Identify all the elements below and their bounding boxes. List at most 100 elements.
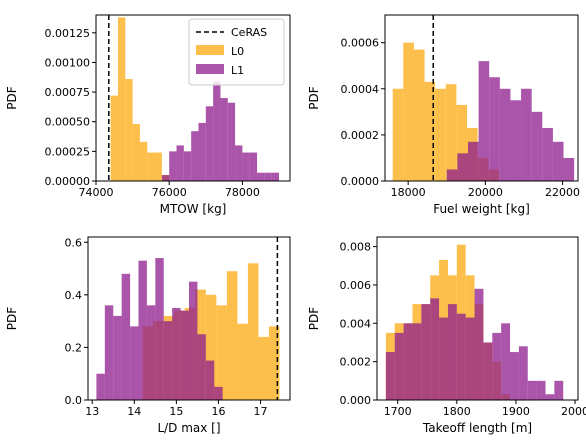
y-tick-label: 0.000 [340,394,372,407]
l1-bar [430,298,440,400]
y-tick-label: 0.0002 [341,129,380,142]
bars-group [392,42,575,181]
l1-bar [474,288,484,400]
l1-bar [554,380,564,400]
l0-bar [110,95,118,181]
legend-l0-label: L0 [231,45,244,58]
l0-bar [147,152,155,181]
l1-bar [169,151,177,181]
subplot-1: 74000 76000 78000 0.00000 0.00025 0.00050 0.00… [5,14,291,216]
l1-bar [130,326,139,400]
x-axis-label: Takeoff length [m] [422,421,532,435]
l1-bar [180,310,189,400]
y-tick-label: 0.6 [65,236,83,249]
l1-bar [227,102,236,181]
x-tick-label: 17 [254,405,268,418]
l1-bar [545,394,555,400]
l1-bar [403,323,413,400]
l0-bar [392,88,404,181]
l1-bar [518,346,528,400]
x-tick-label: 15 [169,405,183,418]
x-tick-label: 18000 [391,186,426,199]
l1-bar [176,145,184,181]
l1-bar [113,315,122,400]
l1-bar [257,172,265,181]
axes-frame [87,236,291,401]
l1-bar [552,141,564,181]
l1-bar [446,169,458,181]
x-tick-label: 1900 [502,405,530,418]
l1-bar [189,281,198,400]
l1-bar [421,304,431,400]
axes-frame [384,14,579,182]
l0-bar [154,152,162,181]
l1-bar [527,380,537,400]
subplot-3: 13 14 15 16 17 0.0 0.2 0.4 0.6 L/D max [] PDF [5,236,291,435]
l0-bar [247,263,259,400]
l0-bar [403,42,414,181]
l1-bar [205,360,215,400]
axes-frame [376,236,579,401]
x-tick-label: 2000 [561,405,586,418]
l0-bar [445,84,457,181]
y-tick-label: 0.008 [340,241,372,254]
l1-bar [394,332,404,400]
l1-bar [183,151,192,181]
y-tick-label: 0.006 [340,279,372,292]
l0-bar [205,294,217,400]
l1-bar [264,172,272,181]
l1-bar [235,145,243,181]
y-tick-label: 0.0000 [341,175,380,188]
l1-bar [439,317,448,400]
l1-bar [197,334,206,400]
l1-bar [214,386,223,400]
legend-l1-swatch [196,64,224,74]
l1-bar [163,321,173,400]
x-tick-label: 74000 [79,186,114,199]
l1-bar [478,61,490,181]
y-tick-label: 0.0006 [341,37,380,50]
l1-bar [492,332,502,400]
l1-bar [220,98,228,181]
l0-bar [237,323,248,400]
l0-bar [132,124,140,181]
l1-bar [483,342,493,400]
bars-group [96,258,280,400]
y-tick-label: 0.0004 [341,83,380,96]
l0-bar [139,141,148,181]
l1-bar [536,380,546,400]
l1-bar [242,152,250,181]
l1-bar [467,141,479,181]
legend: CeRAS L0 L1 [188,18,285,86]
l1-bar [521,88,532,181]
subplot-4: 1700 1800 1900 2000 0.000 0.002 0.004 0.006 0.00… [307,236,586,435]
l1-bar [563,157,575,181]
l1-bar [489,77,500,181]
legend-l1-label: L1 [231,64,244,77]
l1-bar [249,152,258,181]
y-tick-label: 0.00050 [45,116,91,129]
x-tick-label: 78000 [225,186,260,199]
legend-l0-swatch [196,45,224,55]
l1-bar [499,88,511,181]
l0-bar [268,326,280,400]
l1-bar [510,100,522,181]
l1-bar [465,317,475,400]
x-tick-label: 14 [127,405,141,418]
l0-bar [117,17,126,181]
x-axis-label: Fuel weight [kg] [433,202,530,216]
l0-bar [456,104,468,181]
x-axis-label: L/D max [] [157,421,220,435]
x-tick-label: 20000 [468,186,503,199]
y-axis-label: PDF [5,307,19,330]
axes-frame [95,14,291,182]
y-axis-label: PDF [307,307,321,330]
y-tick-label: 0.002 [340,356,372,369]
l0-bar [226,271,238,400]
l1-bar [542,127,553,181]
l1-bar [96,373,105,400]
subplot-2: 18000 20000 22000 0.0000 0.0002 0.0004 0.0006 F… [307,14,580,216]
l1-bar [501,323,511,400]
